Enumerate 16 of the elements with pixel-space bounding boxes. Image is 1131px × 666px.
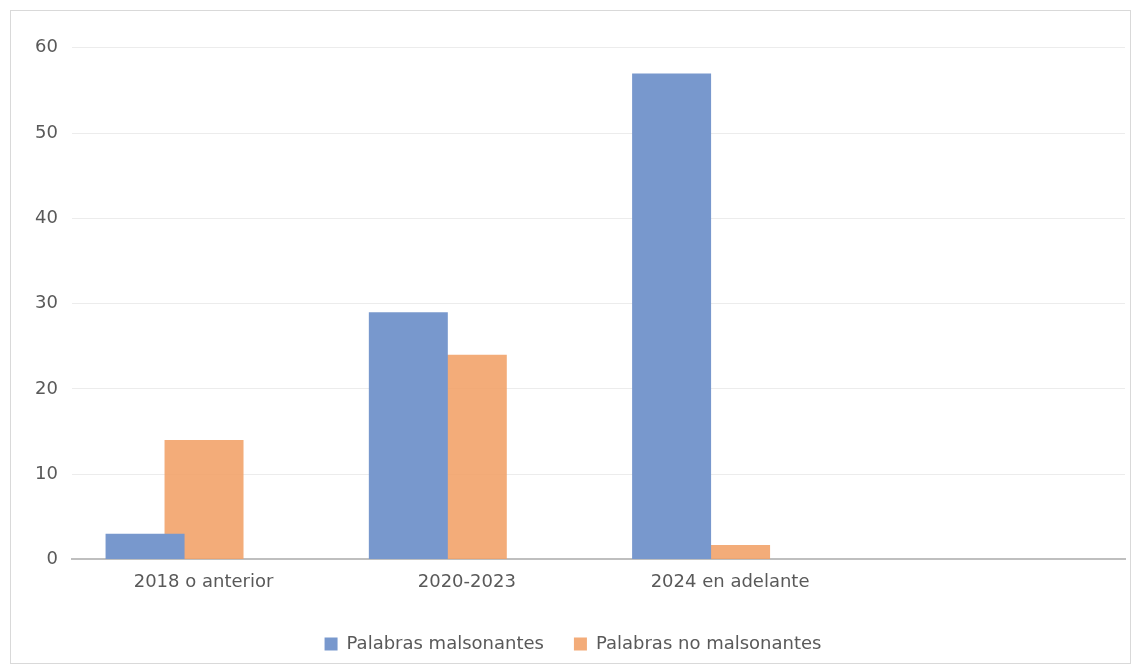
legend-label: Palabras no malsonantes <box>595 631 822 653</box>
x-tick-label: 2018 o anterior <box>133 569 274 591</box>
y-tick-label: 50 <box>35 120 58 142</box>
y-tick-label: 20 <box>35 376 58 398</box>
y-tick-label: 10 <box>35 461 58 483</box>
y-tick-label: 0 <box>46 547 58 569</box>
y-tick-label: 60 <box>35 35 58 57</box>
x-tick-label: 2020-2023 <box>417 569 516 591</box>
bar <box>164 440 244 559</box>
bar <box>368 312 448 559</box>
bar <box>632 73 712 559</box>
x-tick-label: 2024 en adelante <box>650 569 810 591</box>
bar <box>105 533 185 559</box>
y-tick-label: 40 <box>35 206 58 228</box>
legend-label: Palabras malsonantes <box>346 631 544 653</box>
y-tick-label: 30 <box>35 291 58 313</box>
